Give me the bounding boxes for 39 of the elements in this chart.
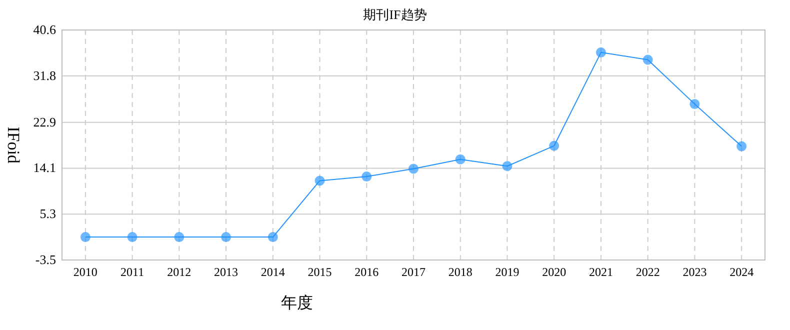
y-axis-title: IFoid — [4, 126, 23, 164]
point — [314, 176, 325, 186]
point — [408, 164, 418, 174]
point — [174, 232, 184, 242]
x-tick-label: 2015 — [308, 265, 332, 279]
point — [268, 232, 278, 242]
point — [362, 172, 372, 182]
x-tick-label: 2023 — [682, 265, 707, 279]
point — [642, 54, 653, 65]
x-tick-label: 2013 — [214, 265, 238, 279]
x-tick-label: 2020 — [542, 265, 566, 279]
point — [736, 141, 747, 152]
x-tick-label: 2014 — [260, 265, 285, 279]
x-tick-label: 2024 — [730, 265, 754, 279]
y-tick-label: 14.1 — [33, 160, 56, 176]
y-tick-label: 22.9 — [33, 114, 56, 130]
point — [549, 140, 560, 151]
x-tick-label: 2022 — [636, 265, 660, 279]
x-tick-label: 2021 — [588, 265, 613, 279]
chart-title: 期刊IF趋势 — [363, 7, 427, 22]
point — [221, 232, 232, 242]
x-tick-label: 2016 — [354, 265, 379, 279]
x-tick-label: 2017 — [402, 265, 426, 279]
point — [502, 161, 512, 172]
x-tick-label: 2019 — [495, 265, 520, 279]
point — [127, 232, 138, 242]
point — [690, 99, 700, 110]
y-tick-label: 40.6 — [33, 22, 56, 37]
y-tick-label: 31.8 — [33, 68, 56, 83]
x-tick-label: 2010 — [73, 265, 98, 279]
y-tick-label: 5.3 — [40, 206, 56, 222]
y-tick-label: -3.5 — [35, 252, 56, 267]
x-axis-title: 年度 — [281, 294, 313, 312]
point — [596, 47, 606, 58]
point — [80, 232, 90, 242]
x-tick-label: 2011 — [120, 265, 144, 279]
x-tick-label: 2012 — [167, 265, 192, 279]
point — [455, 154, 466, 164]
x-tick-label: 2018 — [448, 265, 472, 279]
